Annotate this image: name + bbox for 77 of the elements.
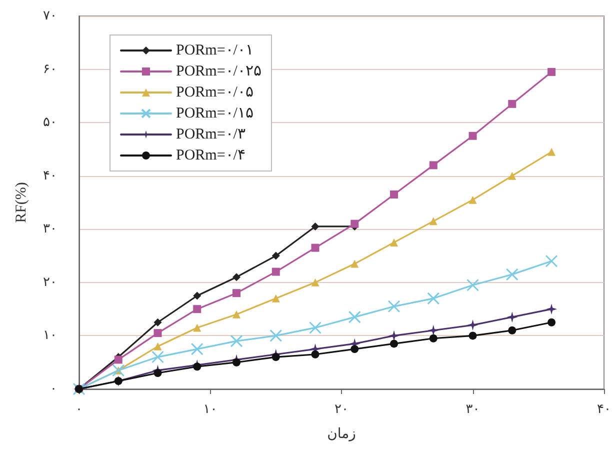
point <box>193 362 202 371</box>
point <box>193 324 202 332</box>
legend-label: PORm=۰/۴ <box>176 148 246 164</box>
point <box>548 68 556 76</box>
point <box>390 190 398 199</box>
legend-label: PORm=۰/۰۱ <box>176 42 254 58</box>
point <box>548 148 556 156</box>
point <box>114 356 122 364</box>
point <box>546 304 558 315</box>
point <box>508 172 516 180</box>
y-tick-label: ۴۰ <box>43 168 57 184</box>
y-axis-title: RF(%) <box>14 182 30 223</box>
y-tick-label: ۲۰ <box>43 274 57 290</box>
point <box>112 364 125 377</box>
point <box>429 161 438 170</box>
x-tick-label: ۳۰ <box>466 402 480 417</box>
point <box>272 252 280 260</box>
legend-label: PORm=۰/۰۵ <box>176 84 254 100</box>
point <box>508 326 516 334</box>
x-tick-label: ۰ <box>76 402 82 417</box>
point <box>427 292 440 305</box>
x-tick-label: ۱۰ <box>203 402 218 417</box>
point <box>429 217 438 226</box>
point <box>193 305 202 314</box>
x-tick-label: ۲۰ <box>334 402 348 417</box>
x-tick-label: ۴۰ <box>597 402 611 417</box>
point <box>468 132 477 140</box>
legend-label: PORm=۰/۳ <box>176 126 246 142</box>
point <box>311 222 320 230</box>
point <box>309 321 322 334</box>
y-tick-label: ۳۰ <box>43 222 57 237</box>
point <box>390 340 398 348</box>
point <box>348 310 361 324</box>
point <box>548 318 556 326</box>
point <box>311 244 320 252</box>
point <box>545 254 558 268</box>
point <box>190 342 204 356</box>
x-axis-title: زمان <box>327 426 356 442</box>
point <box>272 294 280 302</box>
point <box>311 278 320 286</box>
point <box>232 273 241 282</box>
point <box>154 318 162 326</box>
point <box>272 268 280 276</box>
point <box>232 310 241 318</box>
point <box>506 268 518 281</box>
point <box>232 358 241 366</box>
point <box>468 196 477 204</box>
point <box>152 350 164 364</box>
point <box>311 350 320 358</box>
legend-label: PORm=۰/۰۲۵ <box>176 64 262 80</box>
y-tick-label: ۷۰ <box>43 8 57 24</box>
point <box>388 300 400 313</box>
point <box>467 320 478 331</box>
point <box>468 332 477 340</box>
y-tick-label: ۰ <box>50 382 57 396</box>
point <box>390 238 398 246</box>
point <box>154 369 162 378</box>
legend-label: PORm=۰/۱۵ <box>176 106 254 122</box>
y-tick-label: ۵۰ <box>43 115 57 130</box>
point <box>154 329 162 338</box>
point <box>429 334 438 342</box>
point <box>193 292 202 300</box>
point <box>272 353 280 362</box>
point <box>350 260 359 268</box>
point <box>154 342 162 350</box>
point <box>466 278 480 292</box>
point <box>508 100 516 108</box>
y-tick-label: ۱۰ <box>43 328 57 344</box>
point <box>428 324 439 336</box>
point <box>350 220 359 228</box>
point <box>506 312 518 323</box>
point <box>350 345 359 354</box>
point <box>230 334 243 348</box>
point <box>270 329 282 342</box>
point <box>232 289 241 298</box>
y-tick-label: ۶۰ <box>43 62 57 77</box>
point <box>388 330 400 342</box>
